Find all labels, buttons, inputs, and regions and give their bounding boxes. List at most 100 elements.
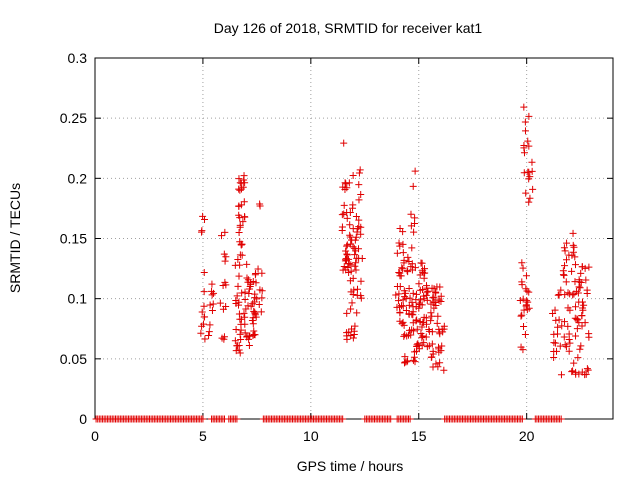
data-point — [566, 290, 574, 298]
data-point — [555, 316, 563, 324]
data-point — [355, 181, 363, 189]
data-point — [351, 236, 359, 244]
data-point — [550, 339, 558, 347]
data-point — [408, 244, 416, 252]
data-point — [357, 294, 365, 302]
data-point — [400, 256, 408, 264]
data-point — [239, 183, 247, 191]
data-point — [427, 317, 435, 325]
data-point — [342, 266, 350, 274]
data-point — [399, 302, 407, 310]
data-point — [407, 222, 415, 230]
chart-title: Day 126 of 2018, SRMTID for receiver kat… — [214, 20, 483, 36]
data-point — [569, 367, 577, 375]
data-point — [416, 301, 424, 309]
data-point — [575, 283, 583, 291]
data-point — [529, 185, 537, 193]
y-tick-label: 0.2 — [68, 170, 88, 186]
data-point — [559, 271, 567, 279]
data-point — [256, 286, 264, 294]
data-point — [343, 329, 351, 337]
data-point — [405, 310, 413, 318]
data-point — [201, 335, 209, 343]
data-point — [417, 329, 425, 337]
data-point — [523, 306, 531, 314]
data-point — [572, 332, 580, 340]
data-point — [420, 313, 428, 321]
data-point — [342, 247, 350, 255]
data-point — [569, 248, 577, 256]
data-point — [411, 167, 419, 175]
data-point — [349, 274, 357, 282]
data-point — [409, 356, 417, 364]
data-point — [569, 291, 577, 299]
x-tick-label: 20 — [519, 428, 535, 444]
data-point — [583, 365, 591, 373]
data-point — [437, 347, 445, 355]
data-point — [516, 297, 524, 305]
data-point — [428, 312, 436, 320]
data-point — [434, 312, 442, 320]
data-point — [404, 253, 412, 261]
data-point — [399, 249, 407, 257]
data-point — [235, 202, 243, 210]
data-point — [422, 320, 430, 328]
data-point — [231, 337, 239, 345]
data-point — [343, 242, 351, 250]
data-point — [243, 260, 251, 268]
data-point — [255, 301, 263, 309]
data-point — [357, 190, 365, 198]
data-point — [577, 342, 585, 350]
data-point — [241, 329, 249, 337]
data-point — [237, 241, 245, 249]
data-point — [235, 175, 243, 183]
data-point — [574, 354, 582, 362]
data-point — [200, 302, 208, 310]
data-point — [257, 308, 265, 316]
data-point — [343, 309, 351, 317]
data-point — [412, 317, 420, 325]
data-point — [235, 272, 243, 280]
data-point — [338, 211, 346, 219]
data-point — [407, 331, 415, 339]
data-point — [258, 294, 266, 302]
data-point — [521, 127, 529, 135]
data-point — [343, 335, 351, 343]
data-point — [408, 298, 416, 306]
data-point — [233, 292, 241, 300]
data-point — [238, 289, 246, 297]
data-point — [199, 212, 207, 220]
data-point — [556, 342, 564, 350]
data-point — [416, 296, 424, 304]
y-tick-label: 0.15 — [60, 231, 87, 247]
data-point — [408, 310, 416, 318]
y-tick-label: 0.3 — [68, 50, 88, 66]
data-point — [235, 185, 243, 193]
data-point — [398, 264, 406, 272]
data-point — [236, 238, 244, 246]
x-tick-label: 15 — [411, 428, 427, 444]
data-point — [197, 329, 205, 337]
data-point — [525, 198, 533, 206]
data-point — [396, 309, 404, 317]
data-point — [562, 343, 570, 351]
data-point — [244, 302, 252, 310]
data-points — [92, 103, 593, 423]
data-point — [198, 308, 206, 316]
data-point — [521, 330, 529, 338]
data-point — [395, 239, 403, 247]
data-point — [393, 303, 401, 311]
data-point — [520, 149, 528, 157]
data-point — [222, 303, 230, 311]
data-point — [201, 216, 209, 224]
data-point — [436, 359, 444, 367]
data-point — [564, 322, 572, 330]
data-point — [348, 299, 356, 307]
data-point — [343, 208, 351, 216]
data-point — [412, 290, 420, 298]
data-point — [351, 251, 359, 259]
data-point — [565, 251, 573, 259]
data-point — [575, 298, 583, 306]
data-point — [425, 342, 433, 350]
data-point — [522, 189, 530, 197]
